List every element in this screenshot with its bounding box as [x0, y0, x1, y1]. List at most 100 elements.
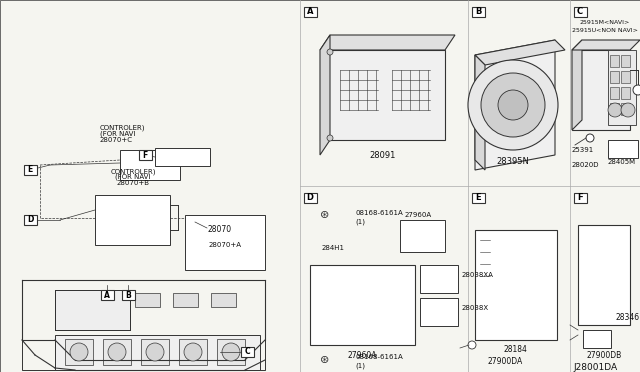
Polygon shape: [22, 280, 265, 370]
Polygon shape: [320, 50, 445, 140]
Circle shape: [608, 103, 622, 117]
Polygon shape: [572, 40, 582, 130]
Text: E: E: [28, 166, 33, 174]
Bar: [100, 290, 113, 300]
Circle shape: [633, 85, 640, 95]
Text: J28001DA: J28001DA: [574, 363, 618, 372]
Bar: [583, 330, 611, 348]
Polygon shape: [572, 50, 630, 130]
Bar: [608, 140, 638, 158]
Text: 25391: 25391: [572, 147, 594, 153]
Bar: [578, 225, 630, 325]
Text: 28070+C: 28070+C: [100, 137, 133, 143]
Text: 28346: 28346: [615, 314, 639, 323]
Text: 28091: 28091: [370, 151, 396, 160]
Circle shape: [468, 60, 558, 150]
Text: 08168-6161A: 08168-6161A: [355, 354, 403, 360]
Bar: [621, 103, 630, 115]
Text: F: F: [577, 193, 583, 202]
Circle shape: [327, 49, 333, 55]
Text: 28184: 28184: [503, 346, 527, 355]
Bar: [241, 347, 253, 357]
Bar: [610, 71, 619, 83]
Polygon shape: [475, 40, 555, 170]
Text: E: E: [475, 193, 481, 202]
Polygon shape: [55, 335, 260, 370]
Circle shape: [108, 343, 126, 361]
Text: ⊛: ⊛: [320, 355, 330, 365]
Bar: [610, 87, 619, 99]
Polygon shape: [320, 35, 330, 155]
Text: B: B: [475, 7, 481, 16]
Text: C: C: [244, 347, 250, 356]
Polygon shape: [475, 40, 565, 65]
Bar: [573, 7, 586, 17]
Bar: [621, 55, 630, 67]
Bar: [573, 193, 586, 203]
Circle shape: [327, 135, 333, 141]
Bar: [610, 103, 619, 115]
Bar: [65, 339, 93, 365]
Text: A: A: [104, 291, 110, 299]
Circle shape: [586, 134, 594, 142]
Circle shape: [468, 341, 476, 349]
Bar: [621, 71, 630, 83]
Circle shape: [621, 103, 635, 117]
Circle shape: [498, 90, 528, 120]
Bar: [185, 215, 265, 270]
Bar: [135, 293, 160, 307]
Text: 08168-6161A: 08168-6161A: [355, 210, 403, 216]
Text: 27900DB: 27900DB: [586, 350, 621, 359]
Bar: [138, 150, 152, 160]
Text: D: D: [27, 215, 33, 224]
Text: 284H1: 284H1: [322, 245, 345, 251]
Bar: [120, 150, 180, 180]
Bar: [217, 339, 245, 365]
Text: 28038X: 28038X: [462, 305, 489, 311]
Circle shape: [222, 343, 240, 361]
Circle shape: [481, 73, 545, 137]
Text: 27960A: 27960A: [404, 212, 431, 218]
Bar: [420, 265, 458, 293]
Bar: [608, 50, 636, 125]
Polygon shape: [572, 40, 640, 50]
Text: 28070+A: 28070+A: [209, 242, 241, 248]
Text: 25915M<NAVI>: 25915M<NAVI>: [580, 19, 630, 25]
Bar: [95, 195, 170, 245]
Bar: [310, 265, 415, 345]
Bar: [179, 339, 207, 365]
Bar: [472, 7, 484, 17]
Bar: [472, 193, 484, 203]
Bar: [173, 293, 198, 307]
Text: 28405M: 28405M: [608, 159, 636, 165]
Text: F: F: [142, 151, 148, 160]
Text: A: A: [307, 7, 313, 16]
Bar: [24, 165, 36, 175]
Bar: [303, 193, 317, 203]
Text: 27900DA: 27900DA: [488, 357, 523, 366]
Bar: [141, 339, 169, 365]
Bar: [122, 290, 134, 300]
Text: (FOR NAVI: (FOR NAVI: [115, 174, 150, 180]
Text: (1): (1): [355, 219, 365, 225]
Text: 28020D: 28020D: [572, 162, 599, 168]
Bar: [303, 7, 317, 17]
Polygon shape: [320, 35, 455, 50]
Circle shape: [184, 343, 202, 361]
Circle shape: [70, 343, 88, 361]
Text: (1): (1): [355, 363, 365, 369]
Polygon shape: [55, 290, 130, 330]
Bar: [621, 87, 630, 99]
Text: B: B: [125, 291, 131, 299]
Bar: [400, 220, 445, 252]
Text: CONTROLER): CONTROLER): [100, 125, 145, 131]
Text: (FOR NAVI: (FOR NAVI: [100, 131, 136, 137]
Bar: [610, 55, 619, 67]
Text: C: C: [577, 7, 583, 16]
Text: CONTROLER): CONTROLER): [110, 169, 156, 175]
Bar: [155, 148, 210, 166]
Text: 27960A: 27960A: [348, 350, 377, 359]
Bar: [475, 230, 557, 340]
Text: 25915U<NON NAVI>: 25915U<NON NAVI>: [572, 28, 638, 32]
Text: ⊛: ⊛: [320, 210, 330, 220]
